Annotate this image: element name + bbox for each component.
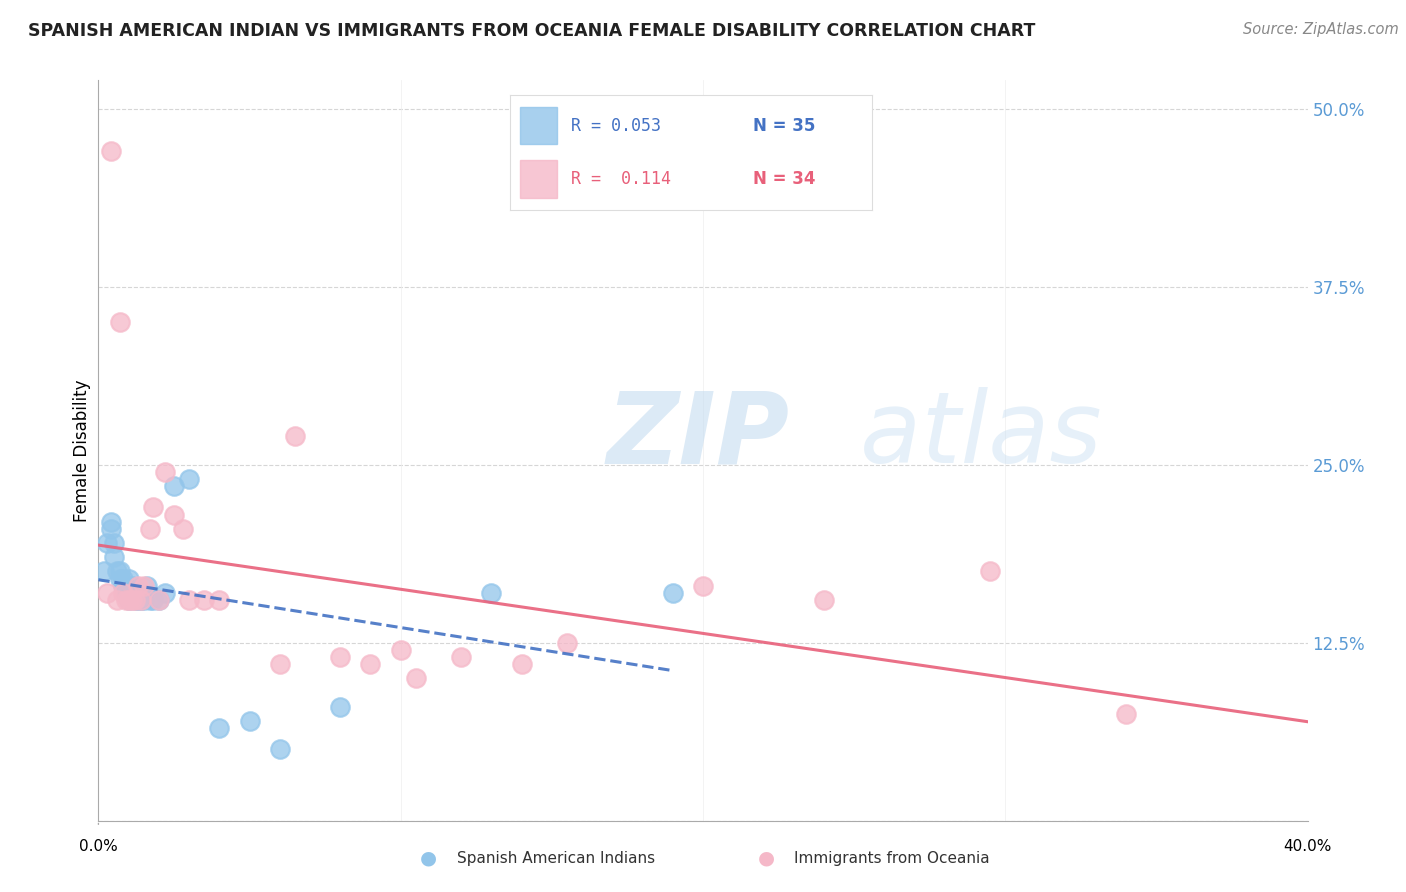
Point [111, 579, 134, 593]
Point [114, 579, 136, 593]
Point [329, 649, 352, 664]
Point [127, 579, 149, 593]
Point [114, 586, 136, 600]
Point [510, 657, 533, 671]
Point [163, 479, 186, 493]
Point [148, 593, 170, 607]
Text: SPANISH AMERICAN INDIAN VS IMMIGRANTS FROM OCEANIA FEMALE DISABILITY CORRELATION: SPANISH AMERICAN INDIAN VS IMMIGRANTS FR… [28, 22, 1035, 40]
Point [114, 593, 136, 607]
Point [163, 508, 186, 522]
Point [100, 522, 122, 536]
Point [118, 572, 141, 586]
Text: ●: ● [420, 848, 437, 868]
Point [135, 579, 157, 593]
Point [111, 572, 134, 586]
Point [405, 671, 427, 685]
Point [127, 593, 149, 607]
Point [118, 593, 141, 607]
Point [269, 657, 291, 671]
Point [121, 586, 143, 600]
Point [284, 429, 307, 443]
Text: 40.0%: 40.0% [1284, 839, 1331, 855]
Point [329, 699, 352, 714]
Point [105, 565, 128, 579]
Point [148, 593, 170, 607]
Point [450, 649, 472, 664]
Point [111, 586, 134, 600]
Point [193, 593, 215, 607]
Point [208, 721, 231, 735]
Text: ●: ● [758, 848, 775, 868]
Point [124, 593, 146, 607]
Point [481, 586, 503, 600]
Point [108, 572, 131, 586]
Point [105, 593, 128, 607]
Text: 0.0%: 0.0% [79, 839, 118, 855]
Point [121, 593, 143, 607]
Point [103, 550, 125, 565]
Point [124, 586, 146, 600]
Point [389, 642, 412, 657]
Point [100, 515, 122, 529]
Point [139, 593, 162, 607]
Point [979, 565, 1001, 579]
Point [360, 657, 382, 671]
Point [129, 593, 152, 607]
Point [132, 579, 155, 593]
Point [555, 635, 578, 649]
Point [142, 593, 165, 607]
Text: Source: ZipAtlas.com: Source: ZipAtlas.com [1243, 22, 1399, 37]
Point [100, 145, 122, 159]
Point [1115, 706, 1137, 721]
Point [662, 586, 685, 600]
Point [132, 593, 155, 607]
Text: Immigrants from Oceania: Immigrants from Oceania [794, 851, 990, 865]
Point [108, 565, 131, 579]
Point [93, 565, 115, 579]
Point [139, 522, 162, 536]
Point [179, 472, 201, 486]
Point [269, 742, 291, 756]
Text: ZIP: ZIP [606, 387, 789, 484]
Point [124, 593, 146, 607]
Point [121, 579, 143, 593]
Point [96, 536, 118, 550]
Point [118, 593, 141, 607]
Point [153, 465, 176, 479]
Point [179, 593, 201, 607]
Point [153, 586, 176, 600]
Point [208, 593, 231, 607]
Point [142, 500, 165, 515]
Text: atlas: atlas [606, 387, 1102, 484]
Text: Spanish American Indians: Spanish American Indians [457, 851, 655, 865]
Point [692, 579, 714, 593]
Point [96, 586, 118, 600]
Point [813, 593, 835, 607]
Point [239, 714, 262, 728]
Point [172, 522, 194, 536]
Y-axis label: Female Disability: Female Disability [73, 379, 91, 522]
Point [129, 593, 152, 607]
Point [108, 315, 131, 329]
Point [103, 536, 125, 550]
